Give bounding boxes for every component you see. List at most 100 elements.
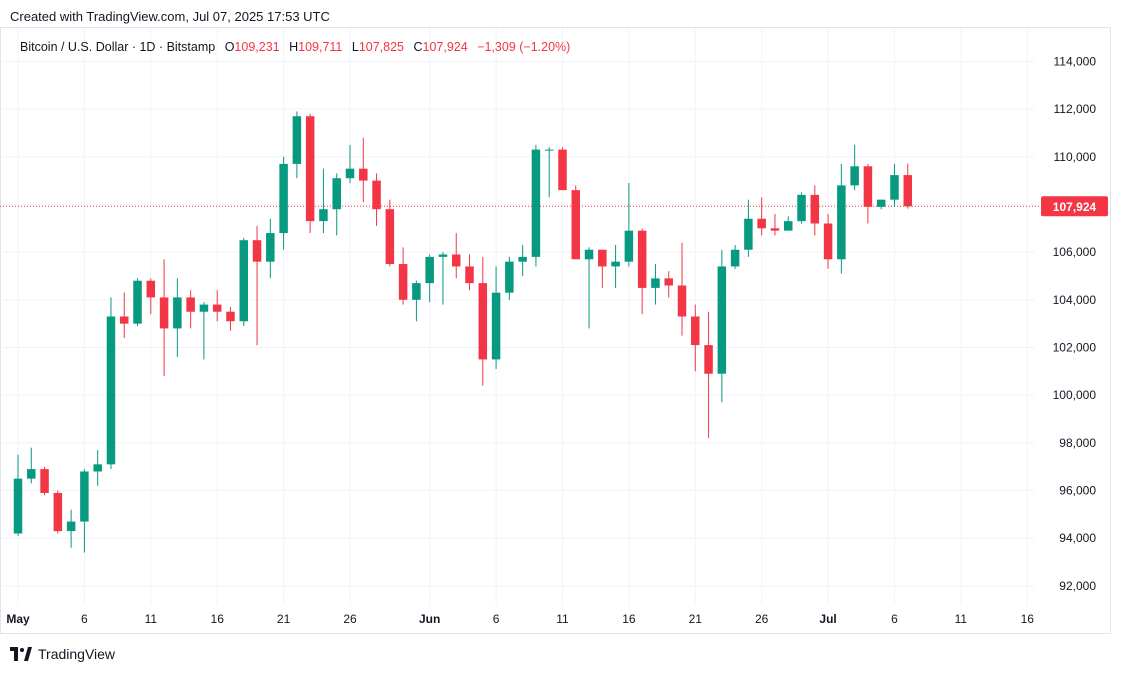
created-with-text: Created with TradingView.com, Jul 07, 20… [10,9,330,24]
candle-body [345,168,355,179]
candle [159,259,169,377]
candle-body [119,316,129,324]
candle-body [544,149,554,151]
candle-body [611,261,620,267]
candle [651,264,660,305]
y-tick-label: 112,000 [1054,102,1097,116]
footer-brand[interactable]: TradingView [10,646,115,662]
candle [66,509,76,548]
candle-body [159,297,169,329]
candle [53,490,63,534]
candle-body [239,240,249,322]
candle [531,144,541,267]
candle [425,254,434,303]
candle [173,278,182,358]
candle-body [757,218,766,229]
candle [611,244,620,288]
candle-body [398,264,408,300]
symbol-title: Bitcoin / U.S. Dollar · 1D · Bitstamp [20,40,216,54]
brand-name: TradingView [38,646,116,662]
candle-body [412,283,421,300]
candle [730,244,740,269]
candle [783,216,793,231]
candle-body [252,240,262,262]
low-value: 107,825 [358,40,405,54]
candle-body [465,266,474,284]
candle-body [598,249,607,267]
candle-body [837,185,846,260]
candle-body [106,316,116,465]
x-tick-label: 11 [556,612,569,626]
x-tick-label: 16 [622,612,636,626]
candle [850,144,859,191]
candle-body [266,233,275,262]
candle [691,304,700,372]
candle [544,147,554,198]
candle-body [319,209,328,222]
tradingview-logo-icon [10,647,32,661]
x-tick-label: 21 [689,612,703,626]
candle [292,111,302,179]
y-tick-label: 110,000 [1054,150,1097,164]
y-tick-label: 92,000 [1059,579,1096,593]
y-tick-label: 106,000 [1053,245,1097,259]
candle-body [518,256,527,262]
candle-body [637,230,647,288]
candle-body [332,178,341,210]
candle [359,137,368,203]
y-tick-label: 102,000 [1053,340,1097,354]
chart-frame [0,27,1111,634]
candle [558,147,567,191]
candle-body [80,471,89,522]
candle [212,290,222,322]
x-tick-label: 6 [493,612,500,626]
y-tick-label: 114,000 [1054,54,1097,68]
candle-body [558,149,567,191]
candle [505,256,514,300]
candle-body [173,297,182,329]
x-tick-label: May [6,612,30,626]
candle-body [40,469,49,493]
candle-body [53,492,63,532]
candle [305,113,315,234]
candle-body [783,221,793,231]
candle [903,163,913,209]
candle [478,256,488,386]
price-axis: 114,000112,000110,000108,000106,000104,0… [1053,54,1097,593]
candle-body [212,304,222,312]
candle-body [199,304,209,312]
candle [810,185,820,236]
candle [27,447,36,484]
candle-body [491,292,501,360]
candle-body [704,345,713,374]
candle [385,199,395,267]
x-tick-label: 21 [277,612,291,626]
candle-body [770,228,780,231]
candle [80,469,89,553]
high-value: 109,711 [298,40,343,54]
candle-body [279,163,288,234]
candle-body [903,175,913,207]
candle [40,466,49,496]
candle-body [797,194,806,222]
candle [345,144,355,183]
candle-body [372,180,381,210]
candle-body [27,469,36,479]
candle-body [531,149,541,257]
grid-lines [0,28,1035,605]
candle [106,297,116,470]
candle [451,233,461,279]
candle-body [863,166,873,207]
candle [518,244,527,276]
candle-body [305,116,315,222]
candle [279,156,288,250]
open-value: 109,231 [234,40,280,54]
candle [319,168,328,234]
candle [664,271,673,298]
candle-body [691,316,700,346]
candle [584,247,594,329]
candle [186,290,195,329]
candle-body [13,478,23,534]
candle [412,280,421,322]
